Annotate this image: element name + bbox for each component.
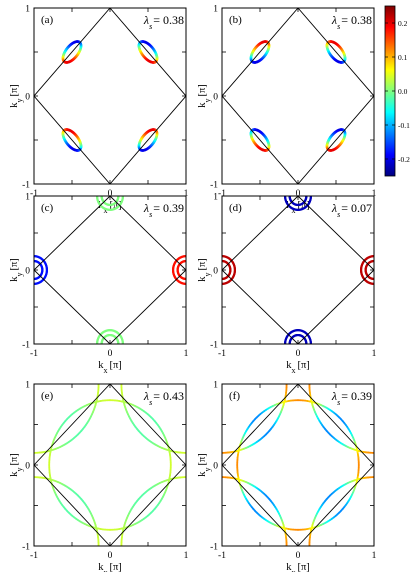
panel-label: (e) [41, 390, 54, 402]
x-tick-label: -1 [218, 349, 226, 359]
y-tick-label: -1 [22, 543, 30, 553]
x-tick-label: 0 [108, 551, 113, 561]
y-tick-label: 0 [25, 267, 30, 277]
lambda-annotation: λs= 0.43 [143, 389, 184, 407]
y-tick-label: 1 [25, 381, 30, 391]
zone-boundary [222, 8, 374, 184]
colorbar-tick-label: -0.2 [398, 155, 410, 164]
x-tick-label: -1 [218, 551, 226, 561]
colorbar-tick-label: 0.1 [398, 53, 408, 62]
axis-ticks [222, 196, 374, 344]
fermi-arc [14, 477, 99, 567]
lambda-annotation: λs= 0.39 [331, 389, 372, 407]
zone-boundary [34, 196, 186, 344]
x-axis-label: kx[π] [98, 562, 122, 572]
fermi-circle [237, 400, 359, 530]
y-tick-label: -1 [210, 543, 218, 553]
axis-ticks [222, 384, 374, 546]
panel-label: (c) [41, 202, 54, 214]
fermi-circle [49, 400, 171, 530]
fermi-arc [202, 363, 287, 453]
y-tick-label: 0 [25, 462, 30, 472]
panel-label: (f) [229, 390, 240, 402]
y-axis-label: ky[π] [9, 453, 24, 477]
x-tick-label: 1 [184, 349, 189, 359]
plot-area [34, 8, 186, 184]
x-tick-label: 0 [108, 349, 113, 359]
y-axis-label: ky[π] [9, 84, 24, 108]
x-tick-label: 0 [296, 551, 301, 561]
y-tick-label: 1 [25, 5, 30, 15]
y-tick-label: -1 [210, 341, 218, 351]
y-axis-label: ky[π] [197, 453, 212, 477]
lambda-annotation: λs= 0.39 [143, 201, 184, 219]
fermi-arc [202, 477, 287, 567]
fermi-arc [309, 363, 394, 453]
y-tick-label: -1 [22, 181, 30, 191]
y-tick-label: 1 [25, 193, 30, 203]
y-tick-label: 0 [213, 462, 218, 472]
panel-5: -1 0 1 -1 0 1 kx [π] ky[π] (f) λs= 0.39 [197, 363, 394, 572]
x-tick-label: 0 [296, 349, 301, 359]
lambda-annotation: λs= 0.07 [331, 201, 372, 219]
plot-area [222, 196, 374, 344]
plot-area [222, 8, 374, 184]
panel-label: (b) [229, 14, 242, 26]
y-tick-label: -1 [22, 341, 30, 351]
colorbar: 0.2 0.1 0.0 -0.1 -0.2 [385, 6, 410, 176]
x-axis-label: kx[π] [286, 360, 310, 375]
fermi-arc [309, 477, 394, 567]
y-axis-label: ky[π] [197, 84, 212, 108]
x-tick-label: -1 [30, 349, 38, 359]
x-tick-label: -1 [30, 551, 38, 561]
zone-boundary [222, 384, 374, 546]
zone-boundary [222, 196, 374, 344]
y-tick-label: 1 [213, 5, 218, 15]
x-tick-label: 1 [184, 551, 189, 561]
x-axis-label: kx[π] [286, 562, 310, 572]
x-tick-label: 1 [372, 349, 377, 359]
y-tick-label: 0 [25, 93, 30, 103]
plot-frame [34, 384, 186, 546]
y-tick-label: -1 [210, 181, 218, 191]
x-axis-label: kx[π] [98, 360, 122, 375]
y-tick-label: 0 [213, 267, 218, 277]
y-tick-label: 1 [213, 193, 218, 203]
plot-frame [222, 384, 374, 546]
axis-ticks [34, 8, 186, 184]
fermi-arc [121, 477, 206, 567]
panel-4: -1 0 1 -1 0 1 kx [π] ky[π] (e) λs= 0.43 [9, 363, 206, 572]
lambda-annotation: λs= 0.38 [143, 13, 184, 31]
colorbar-tick-label: 0.2 [398, 19, 408, 28]
plot-frame [34, 196, 186, 344]
axis-ticks [34, 196, 186, 344]
panel-2: -1 0 1 -1 0 1 kx [π] ky[π] (c) λs= 0.39 [9, 193, 189, 375]
zone-boundary [34, 384, 186, 546]
panel-label: (d) [229, 202, 242, 214]
y-tick-label: 1 [213, 381, 218, 391]
fermi-arc [14, 363, 99, 453]
colorbar-tick-label: -0.1 [398, 121, 410, 130]
colorbar-tick-label: 0.0 [398, 87, 408, 96]
plot-frame [222, 8, 374, 184]
fermi-arc [121, 363, 206, 453]
panel-3: -1 0 1 -1 0 1 kx [π] ky[π] (d) λs= 0.07 [197, 193, 377, 375]
plot-area [34, 196, 186, 344]
y-axis-label: ky[π] [197, 258, 212, 282]
lambda-annotation: λs= 0.38 [331, 13, 372, 31]
axis-ticks [34, 384, 186, 546]
zone-boundary [34, 8, 186, 184]
panel-label: (a) [41, 14, 54, 26]
plot-frame [222, 196, 374, 344]
y-tick-label: 0 [213, 93, 218, 103]
y-axis-label: ky[π] [9, 258, 24, 282]
plot-frame [34, 8, 186, 184]
x-tick-label: 1 [372, 551, 377, 561]
axis-ticks [222, 8, 374, 184]
